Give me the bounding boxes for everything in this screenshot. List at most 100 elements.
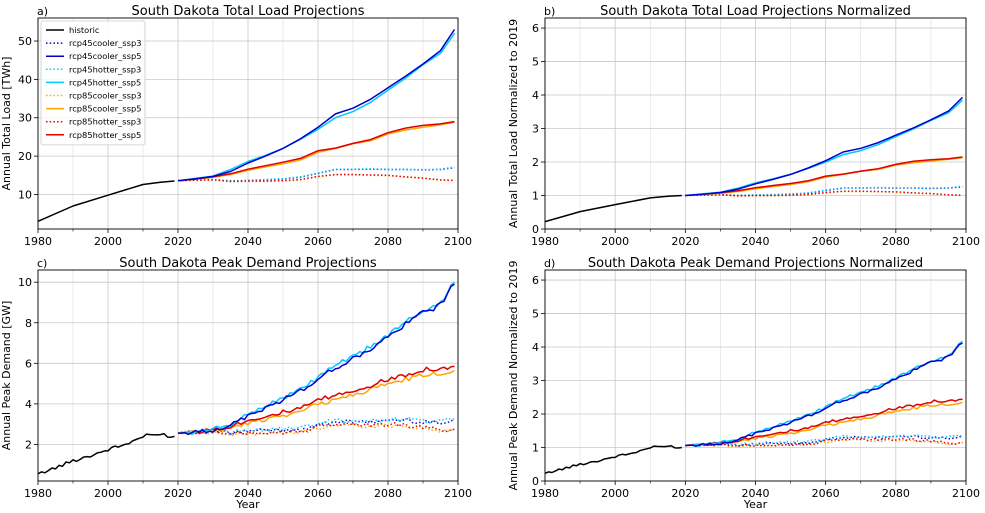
y-tick-label: 10 bbox=[18, 276, 32, 289]
chart-title: South Dakota Total Load Projections Norm… bbox=[600, 4, 911, 19]
x-tick-label: 2100 bbox=[952, 235, 980, 248]
series-line-rcp85hotter_ssp3 bbox=[685, 190, 963, 197]
legend: historic rcp45cooler_ssp3 rcp45cooler_ssp5… bbox=[40, 20, 146, 146]
y-tick-label: 5 bbox=[532, 308, 539, 321]
x-tick-label: 2020 bbox=[164, 235, 192, 248]
x-tick-label: 1980 bbox=[531, 487, 559, 500]
series-line-rcp45hotter_ssp5 bbox=[177, 281, 455, 436]
series-line-rcp45hotter_ssp5 bbox=[177, 32, 456, 182]
y-tick-label: 10 bbox=[18, 188, 32, 201]
y-tick-label: 8 bbox=[25, 317, 32, 330]
legend-label: rcp85cooler_ssp3 bbox=[69, 91, 142, 101]
y-tick-label: 2 bbox=[532, 408, 539, 421]
series-line-rcp45hotter_ssp5 bbox=[685, 99, 964, 197]
series-line-rcp45hotter_ssp3 bbox=[177, 417, 455, 435]
y-axis-label: Annual Total Load [TWh] bbox=[0, 57, 13, 191]
series-line-rcp85cooler_ssp3 bbox=[685, 438, 963, 448]
y-tick-label: 40 bbox=[18, 73, 32, 86]
y-tick-label: 5 bbox=[532, 56, 539, 69]
series-line-rcp85hotter_ssp5 bbox=[685, 156, 963, 197]
legend-box bbox=[40, 20, 146, 146]
x-tick-label: 2000 bbox=[94, 235, 122, 248]
x-tick-label: 2100 bbox=[444, 487, 472, 500]
x-tick-label: 2020 bbox=[671, 487, 699, 500]
series-line-rcp45hotter_ssp3 bbox=[177, 166, 455, 182]
y-tick-label: 6 bbox=[532, 274, 539, 287]
plot-frame bbox=[544, 17, 967, 230]
x-tick-label: 2060 bbox=[304, 487, 332, 500]
series-line-rcp45cooler_ssp5 bbox=[177, 283, 455, 436]
x-axis-label: Year bbox=[743, 498, 768, 511]
y-tick-label: 20 bbox=[18, 150, 32, 163]
y-tick-label: 6 bbox=[532, 22, 539, 35]
x-tick-label: 2040 bbox=[742, 487, 770, 500]
panel-2: 1980 2000 2020 2040 2060 2080 2100 0 1 2 3 4 5 6 South… bbox=[507, 4, 980, 248]
x-tick-label: 2040 bbox=[234, 235, 262, 248]
series-line-historic bbox=[38, 432, 175, 475]
series-group bbox=[38, 281, 455, 475]
x-tick-label: 2100 bbox=[952, 487, 980, 500]
series-line-rcp45hotter_ssp5 bbox=[685, 340, 963, 447]
series-line-rcp45cooler_ssp5 bbox=[685, 96, 964, 197]
panel-label: d) bbox=[544, 257, 555, 270]
x-tick-label: 2080 bbox=[374, 487, 402, 500]
x-tick-label: 2080 bbox=[882, 487, 910, 500]
series-line-rcp85hotter_ssp3 bbox=[685, 437, 963, 447]
y-tick-label: 1 bbox=[532, 442, 539, 455]
y-tick-label: 1 bbox=[532, 190, 539, 203]
x-tick-label: 2100 bbox=[444, 235, 472, 248]
plot-frame bbox=[37, 17, 459, 230]
y-tick-label: 30 bbox=[18, 112, 32, 125]
series-line-rcp45cooler_ssp5 bbox=[177, 29, 456, 182]
x-tick-label: 2020 bbox=[164, 487, 192, 500]
series-line-rcp85cooler_ssp3 bbox=[177, 423, 455, 437]
y-tick-label: 4 bbox=[532, 89, 539, 102]
series-line-rcp85hotter_ssp3 bbox=[177, 173, 455, 183]
series-line-rcp85cooler_ssp5 bbox=[177, 369, 455, 435]
series-line-rcp45hotter_ssp3 bbox=[685, 185, 963, 197]
panel-label: b) bbox=[544, 5, 555, 18]
panel-label: a) bbox=[37, 5, 48, 18]
series-line-rcp45hotter_ssp3 bbox=[685, 434, 963, 447]
legend-label: rcp45hotter_ssp5 bbox=[69, 77, 141, 87]
chart-title: South Dakota Peak Demand Projections bbox=[119, 256, 377, 271]
series-line-rcp45cooler_ssp5 bbox=[685, 342, 963, 447]
x-tick-label: 2060 bbox=[304, 235, 332, 248]
y-axis-label: Annual Total Load Normalized to 2019 bbox=[507, 19, 520, 228]
legend-label: rcp45hotter_ssp3 bbox=[69, 64, 141, 74]
legend-label: rcp45cooler_ssp5 bbox=[69, 51, 142, 61]
x-tick-label: 2000 bbox=[94, 487, 122, 500]
y-tick-label: 0 bbox=[532, 475, 539, 488]
series-line-rcp85hotter_ssp5 bbox=[177, 120, 455, 182]
series-group bbox=[38, 29, 456, 222]
y-tick-label: 4 bbox=[532, 341, 539, 354]
x-axis-label: Year bbox=[235, 498, 260, 511]
series-line-historic bbox=[545, 444, 682, 474]
x-tick-label: 2080 bbox=[374, 235, 402, 248]
panel-4: 1980 2000 2020 2040 2060 2080 2100 0 1 2 3 4 5 6 South… bbox=[507, 256, 980, 511]
x-tick-label: 2080 bbox=[882, 235, 910, 248]
series-group bbox=[545, 96, 964, 223]
panel-3: 1980 2000 2020 2040 2060 2080 2100 2 4 6 8 10 South … bbox=[0, 256, 472, 511]
y-tick-label: 6 bbox=[25, 357, 32, 370]
series-line-rcp85hotter_ssp3 bbox=[177, 422, 455, 435]
series-line-historic bbox=[38, 180, 175, 222]
y-tick-label: 3 bbox=[532, 375, 539, 388]
y-tick-label: 2 bbox=[25, 438, 32, 451]
legend-label: historic bbox=[69, 25, 100, 35]
y-tick-label: 50 bbox=[18, 35, 32, 48]
legend-label: rcp45cooler_ssp3 bbox=[69, 38, 142, 48]
x-tick-label: 1980 bbox=[24, 235, 52, 248]
x-tick-label: 1980 bbox=[24, 487, 52, 500]
legend-label: rcp85cooler_ssp5 bbox=[69, 104, 142, 114]
panel-1: 1980 2000 2020 2040 2060 2080 2100 10 20 30 40 50 So… bbox=[0, 4, 472, 248]
x-tick-label: 2020 bbox=[671, 235, 699, 248]
chart-title: South Dakota Peak Demand Projections Nor… bbox=[588, 256, 923, 271]
y-tick-label: 4 bbox=[25, 398, 32, 411]
series-group bbox=[545, 340, 963, 474]
y-tick-label: 2 bbox=[532, 156, 539, 169]
legend-label: rcp85hotter_ssp3 bbox=[69, 117, 141, 127]
x-tick-label: 2060 bbox=[812, 235, 840, 248]
